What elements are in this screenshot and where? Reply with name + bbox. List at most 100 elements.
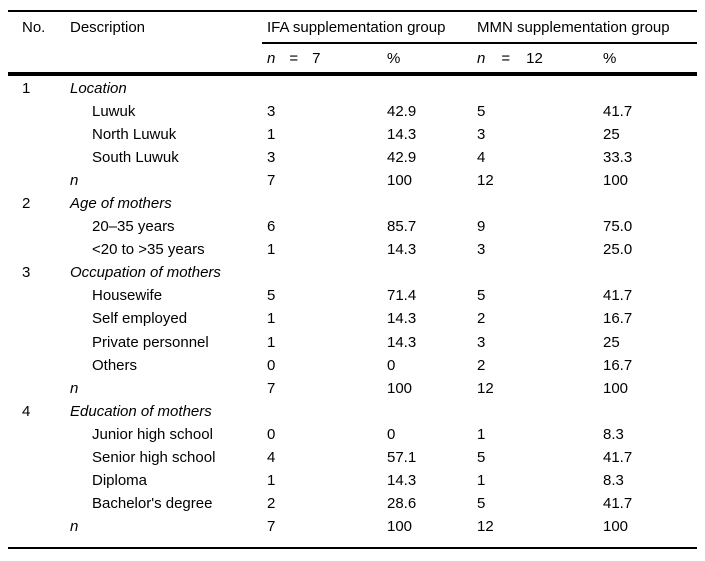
table-row: Private personnel 1 14.3 3 25 — [8, 331, 697, 354]
ifa-pct-value — [387, 192, 477, 215]
mmn-n-value: 5 — [477, 448, 486, 466]
mmn-equals-sign: = — [501, 49, 511, 67]
mmn-n-count: 12 — [526, 49, 543, 67]
table-row: Self employed 1 14.3 2 16.7 — [8, 307, 697, 330]
ifa-n-value: 7 — [267, 172, 276, 190]
row-description: 20–35 years — [92, 218, 175, 236]
row-number: 2 — [22, 195, 31, 213]
header-mmn-pct: % — [603, 49, 617, 67]
row-description: South Luwuk — [92, 149, 179, 167]
table-row-section-location: 1 Location — [8, 77, 697, 100]
table-row: Luwuk 3 42.9 5 41.7 — [8, 100, 697, 123]
ifa-n-value: 1 — [267, 471, 276, 489]
row-description: n — [70, 517, 79, 535]
mmn-pct-value: 41.7 — [603, 103, 633, 121]
mmn-n-value: 1 — [477, 425, 486, 443]
ifa-n-value: 6 — [267, 218, 276, 236]
mmn-pct-value: 8.3 — [603, 471, 624, 489]
mmn-pct-value: 100 — [603, 379, 629, 397]
mmn-n-value: 2 — [477, 310, 486, 328]
mmn-pct-value: 25 — [603, 126, 620, 144]
mmn-pct-value: 100 — [603, 172, 629, 190]
row-description: Junior high school — [92, 425, 213, 443]
ifa-n-value: 7 — [267, 379, 276, 397]
ifa-n-value: 5 — [267, 287, 276, 305]
table-row: Bachelor's degree 2 28.6 5 41.7 — [8, 492, 697, 515]
table-row-total: n 7 100 12 100 — [8, 377, 697, 400]
mmn-n-value: 3 — [477, 333, 486, 351]
row-number — [8, 123, 70, 146]
mmn-pct-value: 8.3 — [603, 425, 624, 443]
ifa-n-value: 2 — [267, 494, 276, 512]
ifa-pct-value: 100 — [387, 172, 413, 190]
row-number — [8, 215, 70, 238]
table-row-section-age: 2 Age of mothers — [8, 192, 697, 215]
mmn-pct-value: 16.7 — [603, 356, 633, 374]
ifa-pct-value — [387, 261, 477, 284]
ifa-pct-value: 57.1 — [387, 448, 417, 466]
table-row: Diploma 1 14.3 1 8.3 — [8, 469, 697, 492]
row-number — [8, 469, 70, 492]
row-number — [8, 446, 70, 469]
ifa-n-value — [267, 261, 387, 284]
ifa-n-count: 7 — [312, 49, 321, 67]
mmn-n-value: 4 — [477, 149, 486, 167]
mmn-n-value — [477, 192, 603, 215]
mmn-pct-value: 100 — [603, 517, 629, 535]
row-number — [8, 146, 70, 169]
mmn-pct-value — [603, 261, 697, 284]
ifa-n-value: 0 — [267, 356, 276, 374]
header-mmn-group: MMN supplementation group — [477, 18, 670, 36]
mmn-pct-value — [603, 400, 697, 423]
ifa-n-value — [267, 77, 387, 100]
ifa-pct-value: 100 — [387, 379, 413, 397]
mmn-n-value: 9 — [477, 218, 486, 236]
ifa-n-value: 3 — [267, 149, 276, 167]
ifa-pct-value: 14.3 — [387, 241, 417, 259]
row-description: n — [70, 172, 79, 190]
row-description: Private personnel — [92, 333, 209, 351]
table-row: <20 to >35 years 1 14.3 3 25.0 — [8, 238, 697, 261]
mmn-pct-value: 41.7 — [603, 287, 633, 305]
mmn-pct-value: 33.3 — [603, 149, 633, 167]
mmn-pct-value — [603, 77, 697, 100]
row-description: n — [70, 379, 79, 397]
mmn-n-value — [477, 261, 603, 284]
ifa-n-value: 1 — [267, 126, 276, 144]
row-number: 3 — [22, 264, 31, 282]
ifa-n-value: 1 — [267, 333, 276, 351]
ifa-pct-value: 14.3 — [387, 310, 417, 328]
table-row: Housewife 5 71.4 5 41.7 — [8, 284, 697, 307]
row-description: <20 to >35 years — [92, 241, 205, 259]
mmn-n-value: 3 — [477, 126, 486, 144]
row-number — [8, 354, 70, 377]
row-description: Bachelor's degree — [92, 494, 213, 512]
mmn-n-value: 12 — [477, 172, 494, 190]
mmn-n-value — [477, 400, 603, 423]
mmn-n-value: 12 — [477, 379, 494, 397]
row-number: 1 — [22, 80, 31, 97]
ifa-pct-value: 14.3 — [387, 471, 417, 489]
ifa-n-value: 0 — [267, 425, 276, 443]
table-row-section-occupation: 3 Occupation of mothers — [8, 261, 697, 284]
ifa-n-value: 4 — [267, 448, 276, 466]
mmn-pct-value: 25.0 — [603, 241, 633, 259]
row-description: Housewife — [92, 287, 163, 305]
row-number — [8, 100, 70, 123]
table-header-row-1: No. Description IFA supplementation grou… — [8, 12, 697, 42]
ifa-n-value: 7 — [267, 517, 276, 535]
header-mmn-n: n = 12 — [477, 50, 603, 67]
row-description: Self employed — [92, 310, 188, 328]
header-ifa-n: n = 7 — [267, 50, 387, 67]
row-description: Diploma — [92, 471, 148, 489]
mmn-n-value — [477, 77, 603, 100]
ifa-n-value — [267, 192, 387, 215]
mmn-pct-value: 41.7 — [603, 448, 633, 466]
mmn-pct-value: 16.7 — [603, 310, 633, 328]
mmn-pct-value: 75.0 — [603, 218, 633, 236]
ifa-n-value: 1 — [267, 310, 276, 328]
row-description: Senior high school — [92, 448, 216, 466]
row-number — [8, 169, 70, 192]
ifa-pct-value: 71.4 — [387, 287, 417, 305]
ifa-pct-value: 85.7 — [387, 218, 417, 236]
